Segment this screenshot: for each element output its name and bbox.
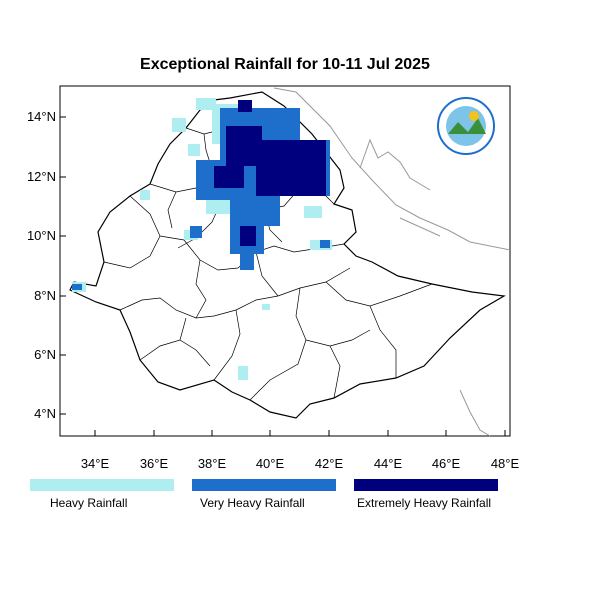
lat-tick-label: 10°N [27,228,56,243]
lon-tick-label: 40°E [256,456,285,471]
legend-swatch-very-heavy [192,479,336,491]
map-title: Exceptional Rainfall for 10-11 Jul 2025 [140,56,430,73]
longitude-axis: 34°E 36°E 38°E 40°E 42°E 44°E 46°E 48°E [81,430,520,471]
ethiopian-meteorology-institute-logo [437,97,495,155]
legend-label-very-heavy: Very Heavy Rainfall [200,496,305,510]
lon-tick-label: 38°E [198,456,227,471]
lat-tick-label: 4°N [34,406,56,421]
latitude-axis: 14°N 12°N 10°N 8°N 6°N 4°N [27,109,66,421]
lat-tick-label: 12°N [27,169,56,184]
lat-tick-label: 6°N [34,347,56,362]
lon-tick-label: 48°E [491,456,520,471]
legend-swatch-heavy [30,479,174,491]
lon-tick-label: 46°E [432,456,461,471]
lon-tick-label: 36°E [140,456,169,471]
lon-tick-label: 42°E [315,456,344,471]
admin-boundaries [103,121,433,401]
lon-tick-label: 34°E [81,456,110,471]
legend-label-extremely-heavy: Extremely Heavy Rainfall [357,496,492,510]
legend-swatch-extremely-heavy [354,479,498,491]
map-frame [59,85,511,437]
lon-tick-label: 44°E [374,456,403,471]
ethiopia-outline [69,91,506,419]
lat-tick-label: 14°N [27,109,56,124]
neighbour-borders [273,87,511,437]
legend-label-heavy: Heavy Rainfall [50,496,128,510]
lat-tick-label: 8°N [34,288,56,303]
extremely-heavy-rainfall-areas [214,100,326,246]
